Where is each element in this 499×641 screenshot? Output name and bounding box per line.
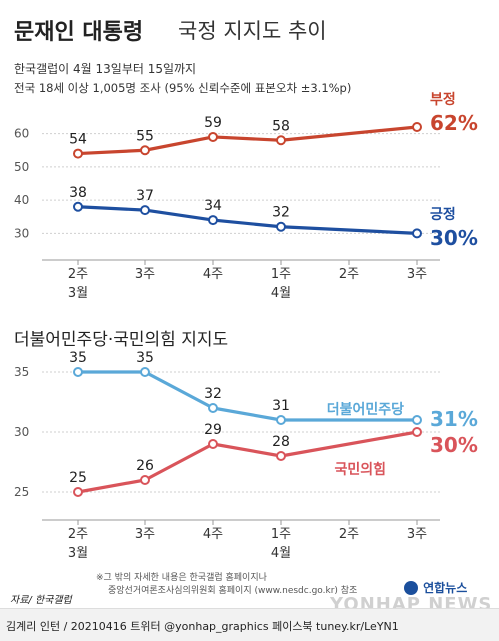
y-tick-label: 60 [14, 127, 29, 141]
series-name-label: 더불어민주당 [327, 401, 404, 418]
data-point [73, 487, 83, 497]
x-tick-label: 3월 [68, 286, 88, 301]
data-label: 29 [204, 422, 222, 438]
x-tick-label: 3주 [135, 267, 155, 282]
y-tick-label: 25 [14, 485, 29, 499]
subtitle-survey-period: 한국갤럽이 4월 13일부터 15일까지 [14, 62, 197, 76]
logo-icon [404, 580, 418, 595]
series-name-label: 부정 [430, 91, 456, 108]
chart-canvas: 30 40 50 60 2주 3월 3주 4주 1주 4월 2주 3주 54 55 59 58 부정 62% 38 3… [14, 91, 478, 561]
page-title-secondary: 국정 지지도 추이 [178, 19, 327, 43]
source-label: 자료/ 한국갤럽 [10, 595, 72, 606]
data-point [208, 131, 218, 142]
chart-title: 더불어민주당·국민의힘 지지도 [14, 330, 228, 350]
subtitle-survey-method: 전국 18세 이상 1,005명 조사 (95% 신뢰수준에 표본오차 ±3.1… [14, 81, 352, 95]
data-label: 35 [69, 350, 87, 366]
data-point [73, 148, 83, 159]
data-point [140, 145, 150, 156]
y-tick-label: 30 [14, 226, 29, 240]
data-point [412, 121, 422, 132]
x-tick-label: 3주 [407, 267, 427, 282]
series-end-value: 30% [430, 433, 478, 457]
data-point [73, 201, 83, 212]
data-point [276, 415, 286, 425]
series-end-value: 31% [430, 407, 478, 431]
data-label: 25 [69, 470, 87, 486]
data-label: 38 [69, 185, 87, 201]
y-tick-label: 40 [14, 193, 29, 207]
series-line-1-2 [77, 205, 418, 235]
data-point [276, 451, 286, 461]
y-tick-label: 35 [14, 365, 29, 379]
data-label: 32 [272, 205, 290, 221]
x-tick-label: 4주 [203, 527, 223, 542]
data-label: 35 [136, 350, 154, 366]
footer-bar [0, 608, 499, 641]
data-point [276, 135, 286, 146]
data-label: 34 [204, 198, 222, 214]
data-point [208, 403, 218, 413]
data-label: 37 [136, 188, 154, 204]
footnote-line1: ※그 밖의 자세한 내용은 한국갤럽 홈페이지나 [96, 573, 267, 583]
series-line-1-1 [77, 125, 418, 156]
data-point [208, 215, 218, 226]
data-label: 54 [69, 132, 87, 148]
x-tick-label: 4월 [271, 286, 291, 301]
x-tick-label: 3월 [68, 546, 88, 561]
data-point [208, 439, 218, 449]
data-point [140, 367, 150, 377]
data-label: 55 [136, 128, 154, 144]
data-point [412, 415, 422, 425]
x-tick-label: 1주 [271, 267, 291, 282]
x-tick-label: 3주 [407, 527, 427, 542]
data-point [412, 228, 422, 239]
data-label: 28 [272, 434, 290, 450]
data-point [140, 205, 150, 216]
page-title: 문재인 대통령 [14, 20, 144, 45]
data-label: 31 [272, 398, 290, 414]
x-tick-label: 4주 [203, 267, 223, 282]
data-point [276, 221, 286, 232]
data-label: 26 [136, 458, 154, 474]
y-tick-label: 50 [14, 160, 29, 174]
series-end-value: 30% [430, 226, 478, 250]
y-tick-label: 30 [14, 425, 29, 439]
x-tick-label: 3주 [135, 527, 155, 542]
data-label: 58 [272, 118, 290, 134]
x-tick-label: 2주 [68, 527, 88, 542]
x-tick-label: 2주 [339, 527, 359, 542]
x-tick-label: 4월 [271, 546, 291, 561]
logo: 연합뉴스 [404, 577, 467, 596]
logo-text: 연합뉴스 [423, 581, 468, 595]
footer-credit: 김계리 인턴 / 20210416 트위터 @yonhap_graphics 페… [6, 620, 399, 633]
x-tick-label: 1주 [271, 527, 291, 542]
x-tick-label: 2주 [339, 267, 359, 282]
data-point [412, 427, 422, 437]
data-point [73, 367, 83, 377]
data-point [140, 475, 150, 485]
data-label: 59 [204, 115, 222, 131]
series-name-label: 긍정 [430, 206, 456, 223]
footnote-line2: 중앙선거여론조사심의위원회 홈페이지 (www.nesdc.go.kr) 참조 [108, 586, 358, 596]
data-label: 32 [204, 386, 222, 402]
series-end-value: 62% [430, 111, 478, 135]
series-name-label: 국민의힘 [334, 461, 386, 478]
x-tick-label: 2주 [68, 267, 88, 282]
